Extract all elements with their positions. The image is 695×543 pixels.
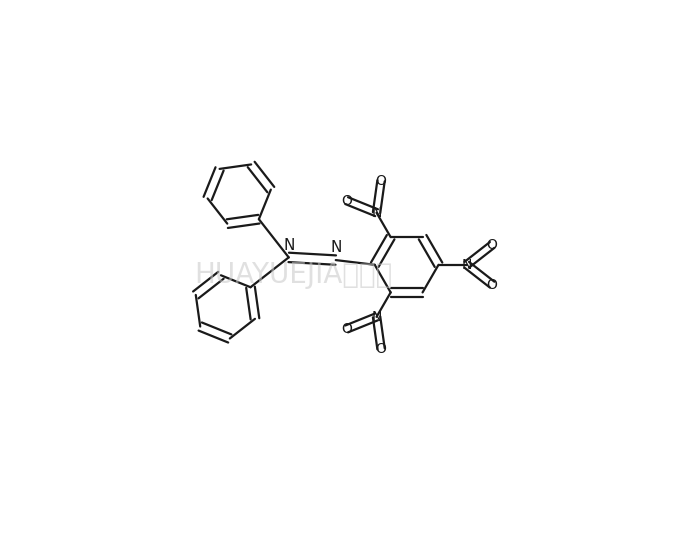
Text: O: O xyxy=(375,174,386,188)
Text: N: N xyxy=(283,238,295,253)
Text: O: O xyxy=(375,342,386,356)
Text: N: N xyxy=(330,241,341,256)
Text: N: N xyxy=(371,310,382,324)
Text: N: N xyxy=(461,258,472,272)
Text: O: O xyxy=(486,277,498,292)
Text: O: O xyxy=(341,194,352,207)
Text: HUAYUEJIA化学加: HUAYUEJIA化学加 xyxy=(195,261,393,289)
Text: O: O xyxy=(486,238,498,252)
Text: N: N xyxy=(371,206,382,220)
Text: O: O xyxy=(341,322,352,336)
